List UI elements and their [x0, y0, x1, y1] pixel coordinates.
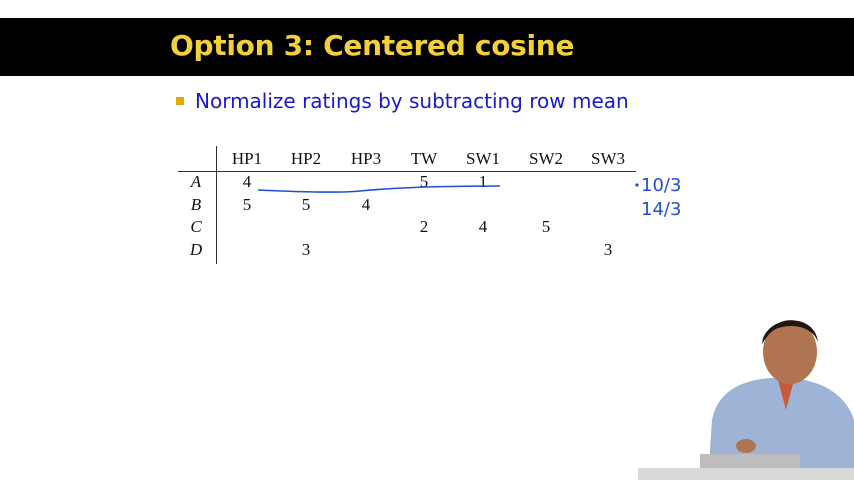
slide-title: Option 3: Centered cosine [170, 29, 575, 62]
ink-note-b: 14/3 [641, 199, 681, 220]
table-vertical-rule [216, 146, 217, 264]
presenter-hand [736, 439, 756, 453]
title-bar [0, 18, 854, 76]
presenter-face [763, 320, 817, 384]
presenter-video [638, 300, 854, 480]
desk [638, 468, 854, 480]
bullet-marker [176, 97, 184, 105]
column-header: SW2 [529, 149, 563, 168]
table-cell: 2 [419, 217, 429, 236]
table-cell: 3 [603, 240, 613, 259]
row-label: A [190, 172, 202, 191]
bullet-text: Normalize ratings by subtracting row mea… [195, 89, 629, 113]
table-cell: 5 [301, 195, 311, 214]
column-header: HP2 [290, 149, 322, 168]
top-margin [0, 0, 854, 18]
ink-note-a: 10/3 [641, 175, 681, 196]
table-header-rule [178, 171, 636, 172]
column-header: SW3 [591, 149, 625, 168]
ink-underline [257, 185, 501, 193]
row-label: D [189, 240, 203, 259]
column-header: SW1 [466, 149, 500, 168]
presenter-collar [778, 380, 794, 410]
column-header: HP3 [350, 149, 382, 168]
table-cell: 5 [419, 172, 429, 191]
table-cell: 1 [478, 172, 488, 191]
table-cell: 4 [361, 195, 371, 214]
row-label: C [190, 217, 202, 236]
column-header: HP1 [231, 149, 263, 168]
table-cell: 5 [242, 195, 252, 214]
table-cell: 4 [242, 172, 252, 191]
row-label: B [190, 195, 202, 214]
tablet-device [700, 454, 800, 468]
column-header: TW [410, 149, 438, 168]
ink-dot [635, 183, 639, 187]
table-cell: 4 [478, 217, 488, 236]
presenter-hair [762, 320, 818, 344]
table-cell: 3 [301, 240, 311, 259]
table-cell: 5 [541, 217, 551, 236]
